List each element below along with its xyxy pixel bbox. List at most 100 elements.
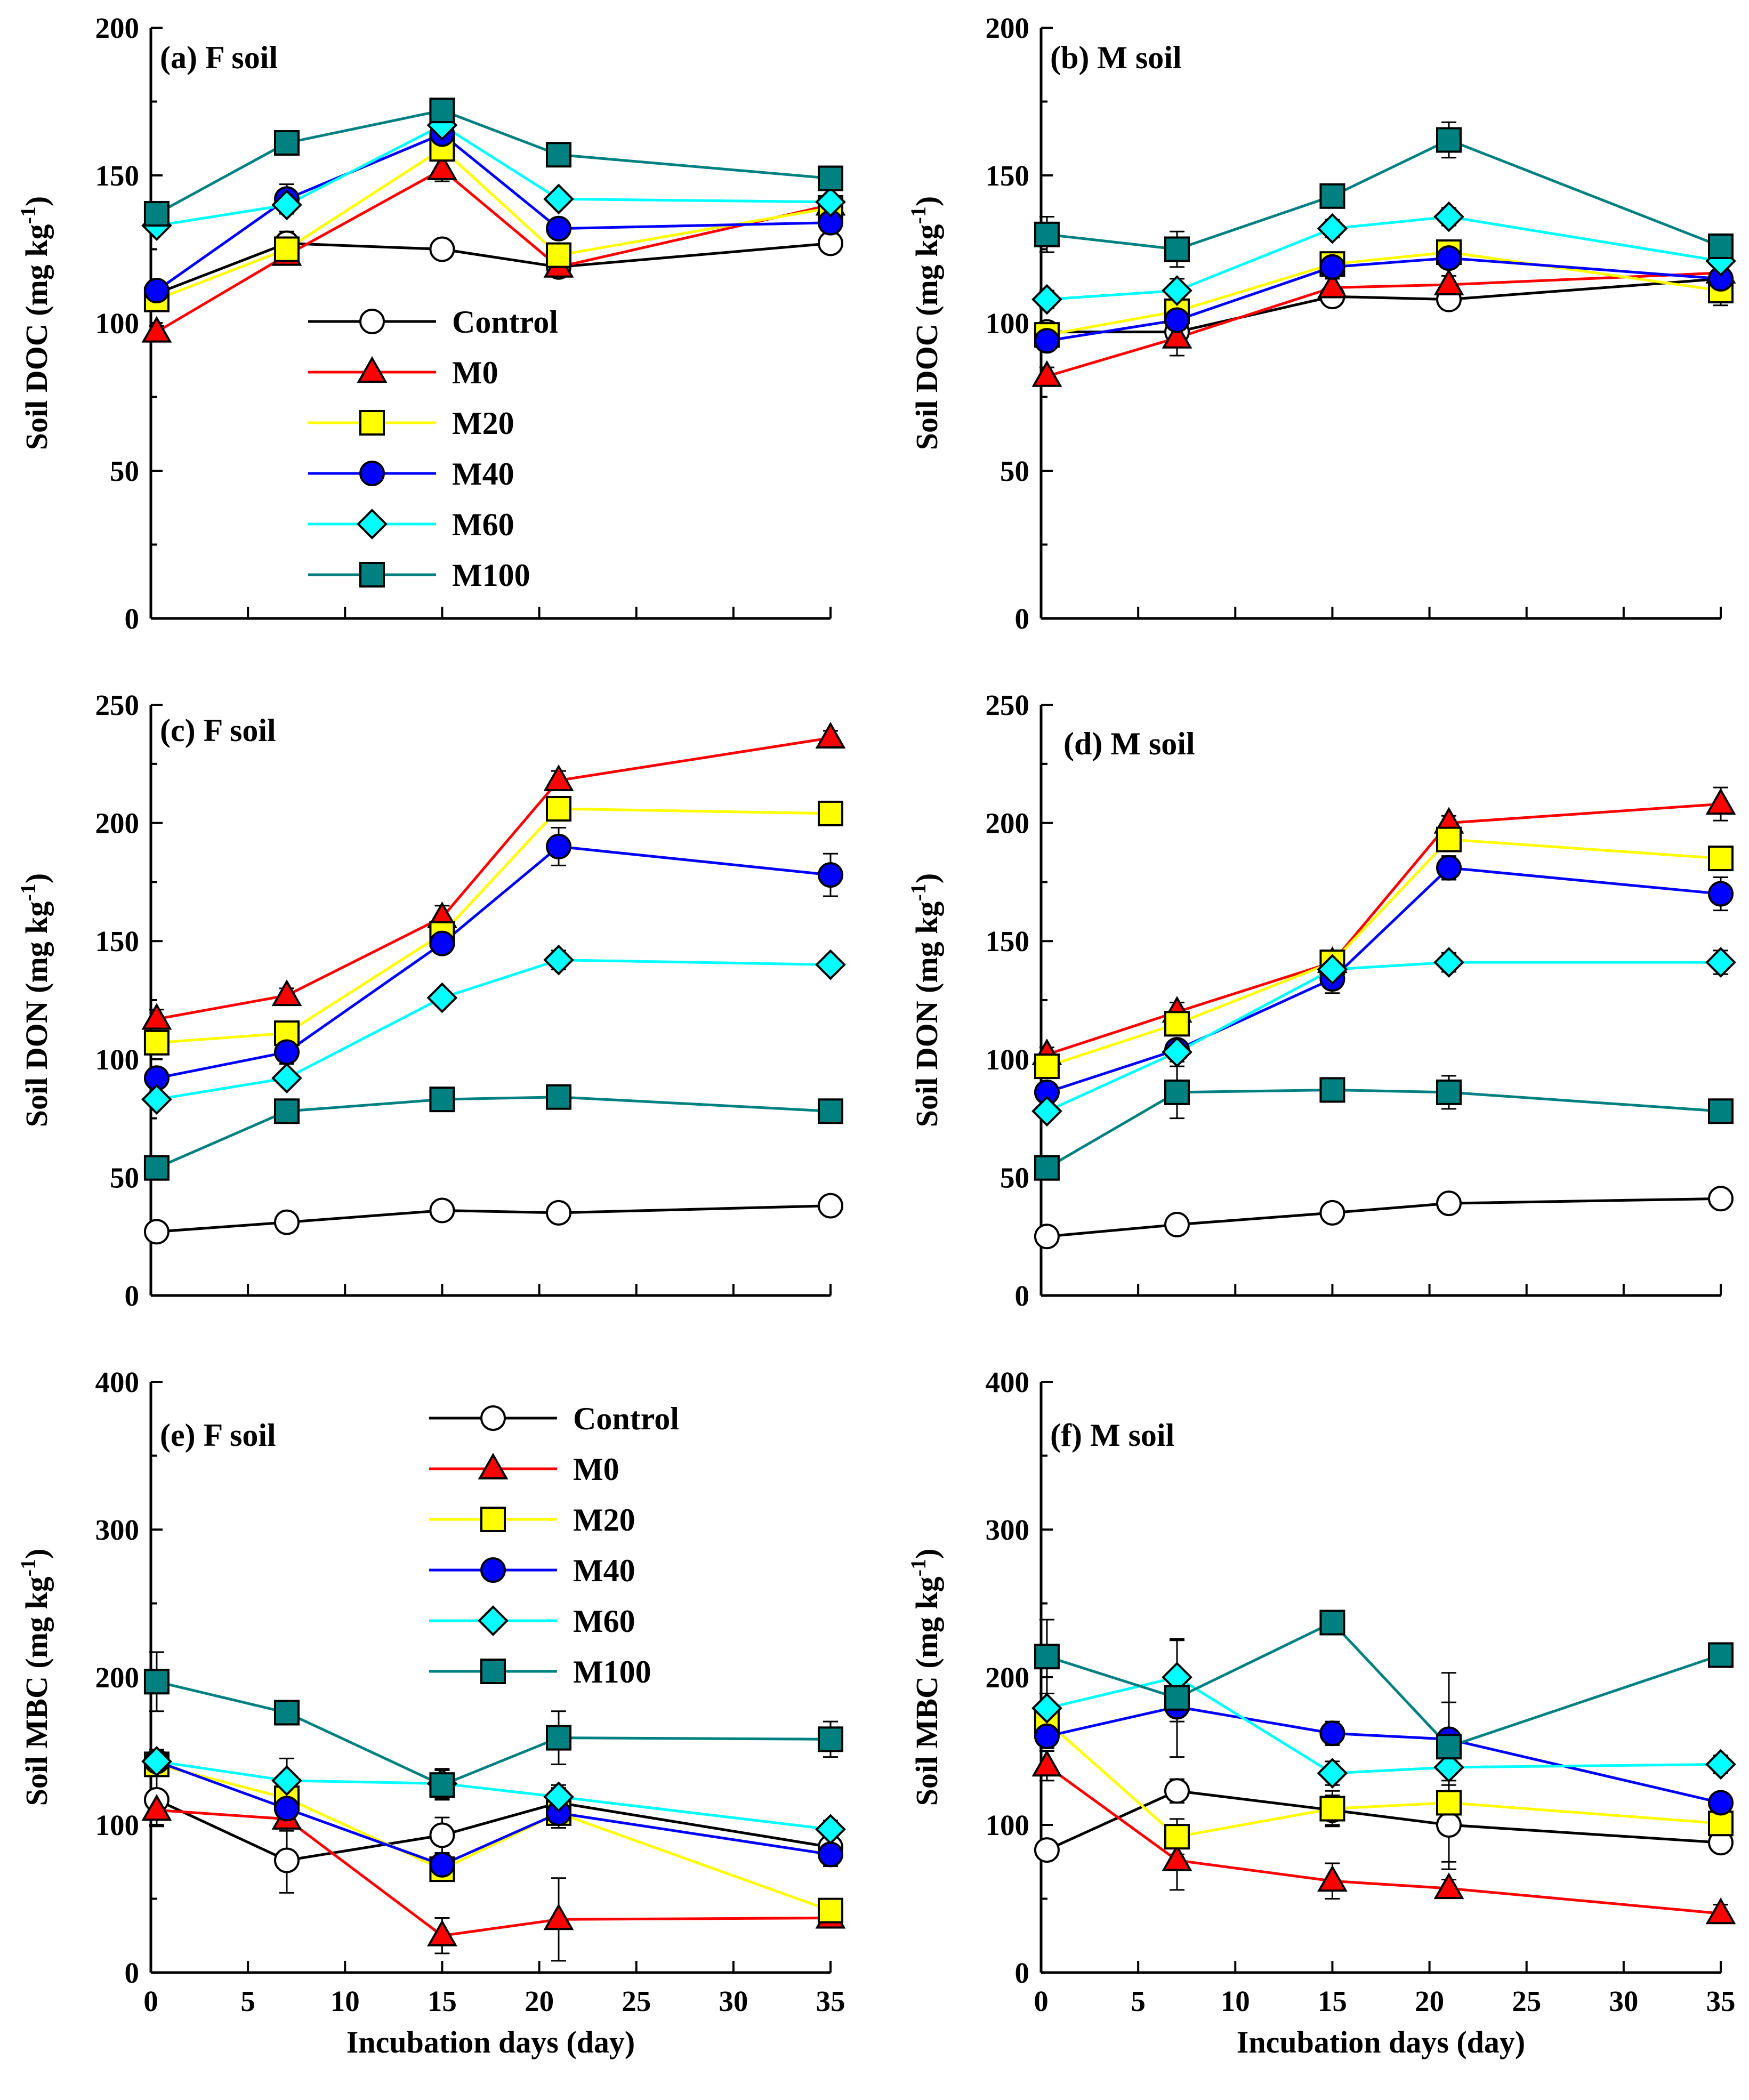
marker-Control bbox=[546, 1200, 571, 1226]
marker-M40 bbox=[818, 862, 843, 888]
marker-M0 bbox=[271, 979, 302, 1007]
marker-M40 bbox=[429, 1852, 455, 1878]
series-line-M100 bbox=[1046, 138, 1721, 251]
legend-marker-M100 bbox=[359, 562, 385, 588]
y-axis-title-main: Soil MBC (mg kg bbox=[909, 1576, 944, 1806]
marker-M0 bbox=[1317, 271, 1348, 299]
y-axis-title-exponent: -1 bbox=[906, 1559, 930, 1576]
series-line-M0 bbox=[1046, 1765, 1721, 1915]
legend-marker-M60 bbox=[357, 509, 388, 540]
y-axis-title: Soil MBC (mg kg-1) bbox=[906, 1549, 944, 1806]
marker-M100 bbox=[1436, 1079, 1462, 1105]
x-tick-label: 10 bbox=[1221, 1985, 1250, 2017]
marker-Control bbox=[143, 1219, 170, 1245]
series-line-M20 bbox=[156, 1763, 831, 1912]
marker-M0 bbox=[1705, 1897, 1736, 1925]
marker-M60 bbox=[1031, 1096, 1062, 1127]
y-tick-label: 0 bbox=[125, 1280, 140, 1312]
legend-label-M100: M100 bbox=[452, 558, 530, 593]
x-tick-label: 25 bbox=[622, 1985, 651, 2017]
x-tick-label: 0 bbox=[143, 1985, 158, 2017]
y-tick-label: 100 bbox=[986, 307, 1030, 340]
x-tick-label: 35 bbox=[816, 1985, 845, 2017]
y-tick-label: 300 bbox=[986, 1514, 1030, 1546]
legend: Control M0 M20 M40 M60 M100 bbox=[308, 304, 558, 593]
panel-f: 0 100 200 300 400 0 5 10 15 20 25 30 35 Incubation da… bbox=[906, 1366, 1736, 2059]
panel-title: (f) M soil bbox=[1050, 1418, 1174, 1453]
series-line-M20 bbox=[1046, 838, 1721, 1068]
marker-M100 bbox=[1319, 1077, 1345, 1103]
y-tick-label: 100 bbox=[95, 307, 140, 340]
y-axis-title-close: ) bbox=[909, 873, 944, 883]
legend-marker-M20 bbox=[480, 1507, 506, 1532]
y-tick-label: 0 bbox=[125, 602, 140, 635]
marker-M100 bbox=[143, 1155, 170, 1181]
marker-M100 bbox=[546, 142, 571, 168]
marker-M20 bbox=[1436, 826, 1462, 852]
marker-M40 bbox=[1708, 1790, 1734, 1816]
series-line-M60 bbox=[156, 1760, 831, 1831]
series-line-M100 bbox=[1046, 1088, 1721, 1169]
marker-M60 bbox=[1031, 284, 1062, 315]
marker-M20 bbox=[1708, 846, 1734, 872]
marker-M60 bbox=[271, 1063, 302, 1094]
x-tick-label: 15 bbox=[1318, 1985, 1347, 2017]
marker-M60 bbox=[1317, 1758, 1348, 1789]
marker-M20 bbox=[818, 1897, 843, 1924]
panel-title: (c) F soil bbox=[160, 713, 276, 748]
marker-M100 bbox=[1319, 183, 1345, 209]
marker-M100 bbox=[1436, 1734, 1462, 1760]
marker-M100 bbox=[1708, 233, 1734, 259]
marker-M100 bbox=[274, 1700, 300, 1726]
marker-M0 bbox=[1031, 360, 1062, 387]
y-axis-title: Soil DOC (mg kg-1) bbox=[906, 196, 944, 450]
marker-M0 bbox=[1433, 1872, 1464, 1900]
x-axis-title: Incubation days (day) bbox=[1237, 2025, 1525, 2059]
marker-M40 bbox=[1319, 1720, 1345, 1747]
marker-M100 bbox=[1319, 1610, 1345, 1636]
x-axis-title: Incubation days (day) bbox=[346, 2025, 635, 2059]
marker-M100 bbox=[1708, 1642, 1734, 1668]
y-tick-label: 200 bbox=[986, 1661, 1030, 1694]
y-axis-title: Soil DON (mg kg-1) bbox=[16, 873, 54, 1127]
marker-M40 bbox=[1034, 328, 1060, 354]
y-axis-title: Soil DON (mg kg-1) bbox=[906, 873, 944, 1127]
marker-M60 bbox=[141, 1084, 172, 1115]
series-line-Control bbox=[156, 242, 831, 295]
legend-marker-M40 bbox=[359, 461, 385, 486]
marker-M60 bbox=[271, 1765, 302, 1796]
y-axis-title-exponent: -1 bbox=[906, 883, 930, 901]
series-line-Control bbox=[156, 1798, 831, 1862]
marker-M40 bbox=[546, 833, 571, 859]
marker-M60 bbox=[1031, 1693, 1062, 1724]
marker-M0 bbox=[815, 721, 846, 749]
y-tick-label: 200 bbox=[95, 12, 140, 44]
marker-M100 bbox=[1436, 127, 1462, 153]
series-line-M100 bbox=[156, 109, 831, 215]
marker-M0 bbox=[1433, 268, 1464, 295]
marker-M60 bbox=[426, 982, 458, 1013]
marker-M0 bbox=[1705, 788, 1736, 815]
marker-M60 bbox=[1317, 213, 1348, 244]
y-tick-label: 0 bbox=[1015, 1280, 1030, 1312]
y-axis-title-close: ) bbox=[19, 873, 54, 883]
series-line-M60 bbox=[1046, 961, 1721, 1113]
marker-M100 bbox=[1034, 1644, 1060, 1670]
marker-Control bbox=[1708, 1186, 1734, 1212]
marker-M100 bbox=[1034, 1155, 1060, 1181]
y-tick-label: 150 bbox=[95, 159, 140, 192]
marker-M20 bbox=[546, 796, 571, 822]
marker-M60 bbox=[1433, 1752, 1464, 1783]
marker-M60 bbox=[141, 1746, 172, 1777]
panel-title: (a) F soil bbox=[160, 40, 278, 75]
marker-Control bbox=[1436, 1812, 1462, 1838]
marker-M20 bbox=[274, 236, 300, 262]
legend-marker-M20 bbox=[359, 410, 385, 436]
marker-Control bbox=[1034, 1224, 1060, 1250]
marker-M0 bbox=[543, 1903, 574, 1930]
legend-label-M60: M60 bbox=[452, 507, 514, 542]
marker-M100 bbox=[546, 1725, 571, 1751]
y-tick-label: 300 bbox=[95, 1514, 140, 1546]
series-line-M20 bbox=[156, 807, 831, 1044]
legend-label-M20: M20 bbox=[452, 406, 514, 441]
